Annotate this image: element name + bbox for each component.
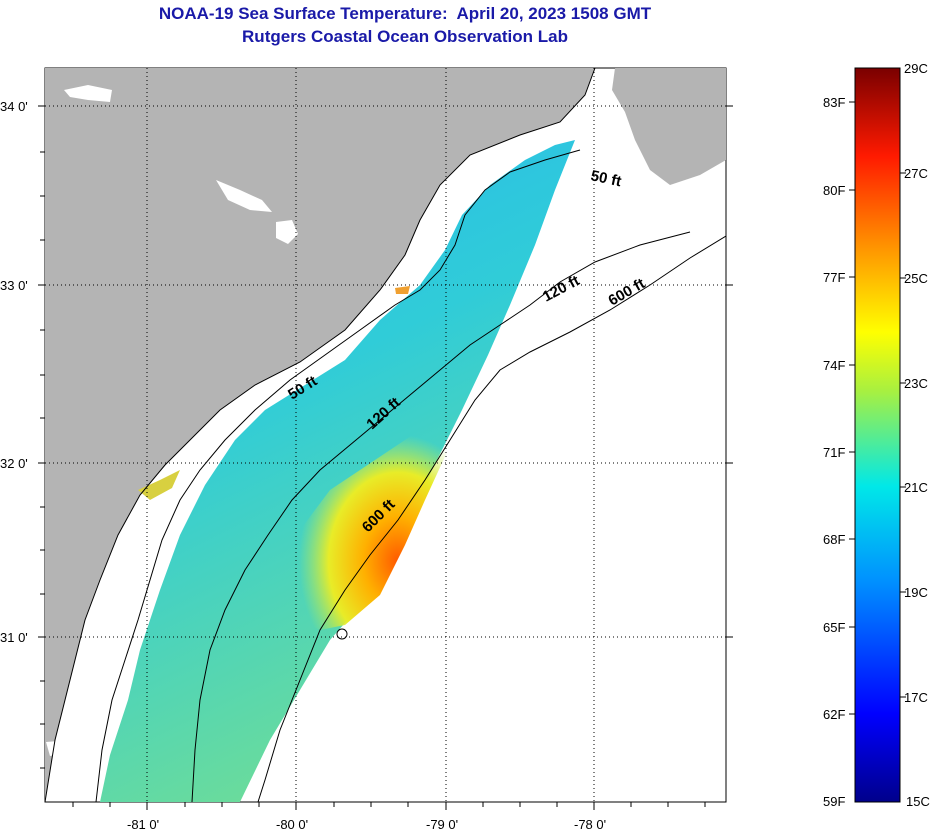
lat-label-34: 34 0' [0, 99, 28, 114]
colorbar-f-59: 59F [823, 794, 845, 809]
contour-label-50ft-north: 50 ft [589, 167, 623, 190]
isobath-120ft [191, 231, 691, 802]
chart-title: NOAA-19 Sea Surface Temperature: April 2… [158, 4, 652, 23]
colorbar-f-83: 83F [823, 95, 845, 110]
colorbar-f-74: 74F [823, 358, 845, 373]
land-area-ne [612, 68, 726, 185]
lake-sw [46, 740, 70, 756]
small-shoal [336, 628, 348, 640]
colorbar-c-25: 25C [904, 271, 928, 286]
colorbar-c-29: 29C [904, 61, 928, 76]
lon-label-81: -81 0' [127, 817, 159, 832]
lat-label-32: 32 0' [0, 456, 28, 471]
colorbar-ticks [849, 101, 906, 715]
colorbar-f-62: 62F [823, 707, 845, 722]
colorbar-f-80: 80F [823, 183, 845, 198]
axis-ticks [38, 105, 733, 810]
colorbar-c-15: 15C [906, 794, 930, 809]
colorbar-c-19: 19C [904, 585, 928, 600]
colorbar-c-17: 17C [904, 690, 928, 705]
sst-nearshore-warm-2 [395, 286, 410, 294]
colorbar-f-77: 77F [823, 270, 845, 285]
colorbar [854, 67, 901, 803]
lake-nw [64, 85, 112, 102]
lon-label-80: -80 0' [276, 817, 308, 832]
land-area [45, 68, 595, 802]
colorbar-f-68: 68F [823, 532, 845, 547]
colorbar-f-71: 71F [823, 445, 845, 460]
isobath-50ft [95, 149, 581, 802]
lake-marion [216, 180, 272, 212]
lat-label-31: 31 0' [0, 630, 28, 645]
lon-label-79: -79 0' [426, 817, 458, 832]
colorbar-c-21: 21C [904, 480, 928, 495]
colorbar-f-65: 65F [823, 620, 845, 635]
coastline [45, 68, 596, 802]
sst-warm-region [290, 400, 470, 630]
grid-lines [45, 68, 726, 802]
lon-label-78: -78 0' [574, 817, 606, 832]
lake-moultrie [276, 220, 298, 244]
colorbar-c-23: 23C [904, 376, 928, 391]
sst-nearshore-warm [138, 470, 180, 500]
colorbar-c-27: 27C [904, 166, 928, 181]
lat-label-33: 33 0' [0, 278, 28, 293]
chart-subtitle: Rutgers Coastal Ocean Observation Lab [242, 27, 568, 46]
sst-swath [100, 140, 575, 802]
isobath-600ft [257, 235, 726, 802]
